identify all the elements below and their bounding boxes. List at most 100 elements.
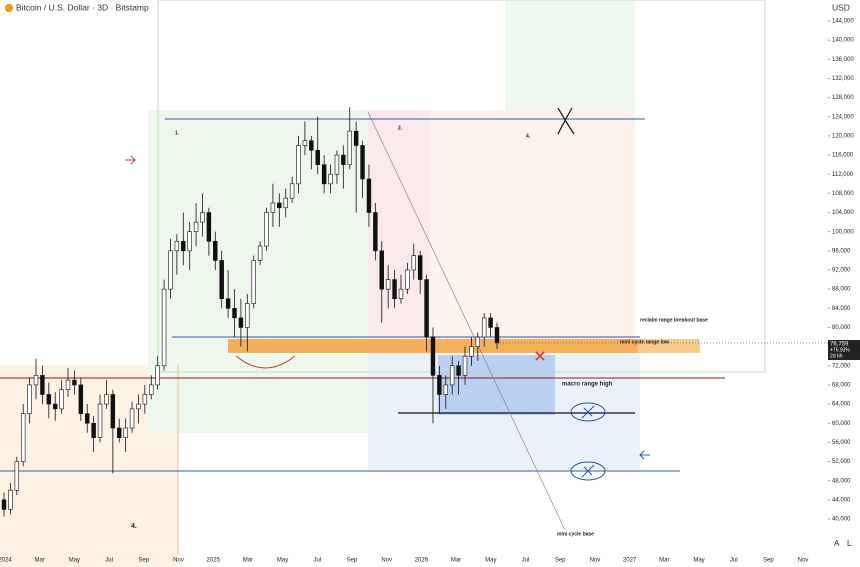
candle-body <box>405 269 410 290</box>
x-tick-label: Jul <box>522 558 530 564</box>
candle-body <box>302 140 308 146</box>
y-tick-label: 96,000 <box>832 248 851 254</box>
circle <box>570 461 606 481</box>
candle-body <box>379 250 384 290</box>
candle-body <box>52 403 58 410</box>
x-tick-label: May <box>485 558 496 564</box>
x-tick-label: 2024 <box>0 558 12 564</box>
candle-body <box>97 403 103 438</box>
x-tick-label: 2027 <box>623 558 637 564</box>
annotation: 4. <box>526 133 531 139</box>
x-tick-label: Sep <box>763 558 774 564</box>
candle-body <box>213 240 218 261</box>
candle-body <box>219 260 224 300</box>
candle-body <box>72 379 77 386</box>
candle-body <box>78 384 84 414</box>
y-tick-label: 116,000 <box>832 153 854 159</box>
y-tick-label: 120,000 <box>832 134 854 140</box>
annotation: 4. <box>131 523 137 530</box>
y-tick-label: 124,000 <box>832 114 854 120</box>
candle-body <box>225 298 231 309</box>
candle-body <box>174 240 180 252</box>
x-tick-label: 2025 <box>207 558 221 564</box>
candle-body <box>296 145 301 185</box>
x-tick-label: May <box>69 558 80 564</box>
price-axis <box>828 0 860 567</box>
x-tick-label: May <box>277 558 288 564</box>
candle-body <box>328 173 333 185</box>
x-tick-label: Sep <box>555 558 566 564</box>
candle-body <box>117 427 122 438</box>
x-tick-label: Sep <box>347 558 358 564</box>
zone <box>148 110 368 433</box>
currency: USD <box>832 2 850 12</box>
candle-body <box>251 260 256 304</box>
last-price: 76,759 <box>830 342 849 348</box>
candle-body <box>373 212 378 252</box>
annotation: mini cycle range low <box>620 339 669 345</box>
candle-body <box>462 355 468 376</box>
candle-body <box>437 375 442 395</box>
y-tick-label: 128,000 <box>832 95 854 101</box>
y-tick-label: 80,000 <box>832 325 851 331</box>
candle-body <box>200 212 205 223</box>
annotation: reclaim range breakout base <box>640 317 708 323</box>
candle-body <box>270 202 276 213</box>
y-tick-label: 88,000 <box>832 287 851 293</box>
x-tick-label: Nov <box>798 558 809 564</box>
candle-body <box>481 317 487 338</box>
annotation: mini cycle base <box>557 531 594 537</box>
candle-body <box>33 375 39 386</box>
y-tick-label: 52,000 <box>832 459 851 465</box>
x-tick-label: May <box>693 558 704 564</box>
candle-body <box>238 317 244 328</box>
candle-body <box>392 279 397 300</box>
candle-body <box>321 164 327 185</box>
x-tick-label: Mar <box>35 558 45 564</box>
y-tick-label: 92,000 <box>832 268 851 274</box>
candle-body <box>65 379 71 391</box>
y-tick-label: 40,000 <box>832 517 851 523</box>
candle-body <box>187 231 192 252</box>
zone <box>368 110 430 360</box>
y-tick-label: 132,000 <box>832 76 854 82</box>
candle-body <box>456 365 461 376</box>
x-tick-label: 2026 <box>415 558 429 564</box>
candle-body <box>257 245 263 261</box>
candle-body <box>469 346 474 357</box>
countdown: 2d 6h <box>830 353 843 359</box>
candle-body <box>411 255 416 271</box>
circle <box>570 402 606 422</box>
x-tick-label: Jul <box>313 558 321 564</box>
candle-body <box>341 154 346 165</box>
x-tick-label: Nov <box>381 558 392 564</box>
button[interactable]: L <box>847 539 852 548</box>
zone <box>505 0 635 110</box>
x-tick-label: Sep <box>138 558 149 564</box>
cross <box>581 405 595 478</box>
candle-body <box>155 365 160 386</box>
y-tick-label: 48,000 <box>832 478 851 484</box>
x-tick-label: Nov <box>590 558 601 564</box>
candle-body <box>168 250 173 290</box>
candle-body <box>385 279 391 290</box>
candle-body <box>289 183 295 199</box>
candle-body <box>277 202 282 209</box>
candle-body <box>309 140 314 151</box>
candle-body <box>264 212 269 247</box>
coin-icon <box>5 4 13 12</box>
annotation: 1. <box>175 130 180 136</box>
y-tick-label: 140,000 <box>832 38 854 44</box>
x-tick-label: Mar <box>659 558 669 564</box>
candle-body <box>488 317 493 328</box>
candle-body <box>232 308 237 319</box>
button[interactable]: A <box>834 539 840 548</box>
y-tick-label: 100,000 <box>832 229 854 235</box>
last-change: +75.93% <box>830 347 850 353</box>
x-tick-label: Mar <box>451 558 461 564</box>
candle-body <box>59 389 64 410</box>
x-tick-label: Jul <box>105 558 113 564</box>
candle-body <box>129 408 135 429</box>
